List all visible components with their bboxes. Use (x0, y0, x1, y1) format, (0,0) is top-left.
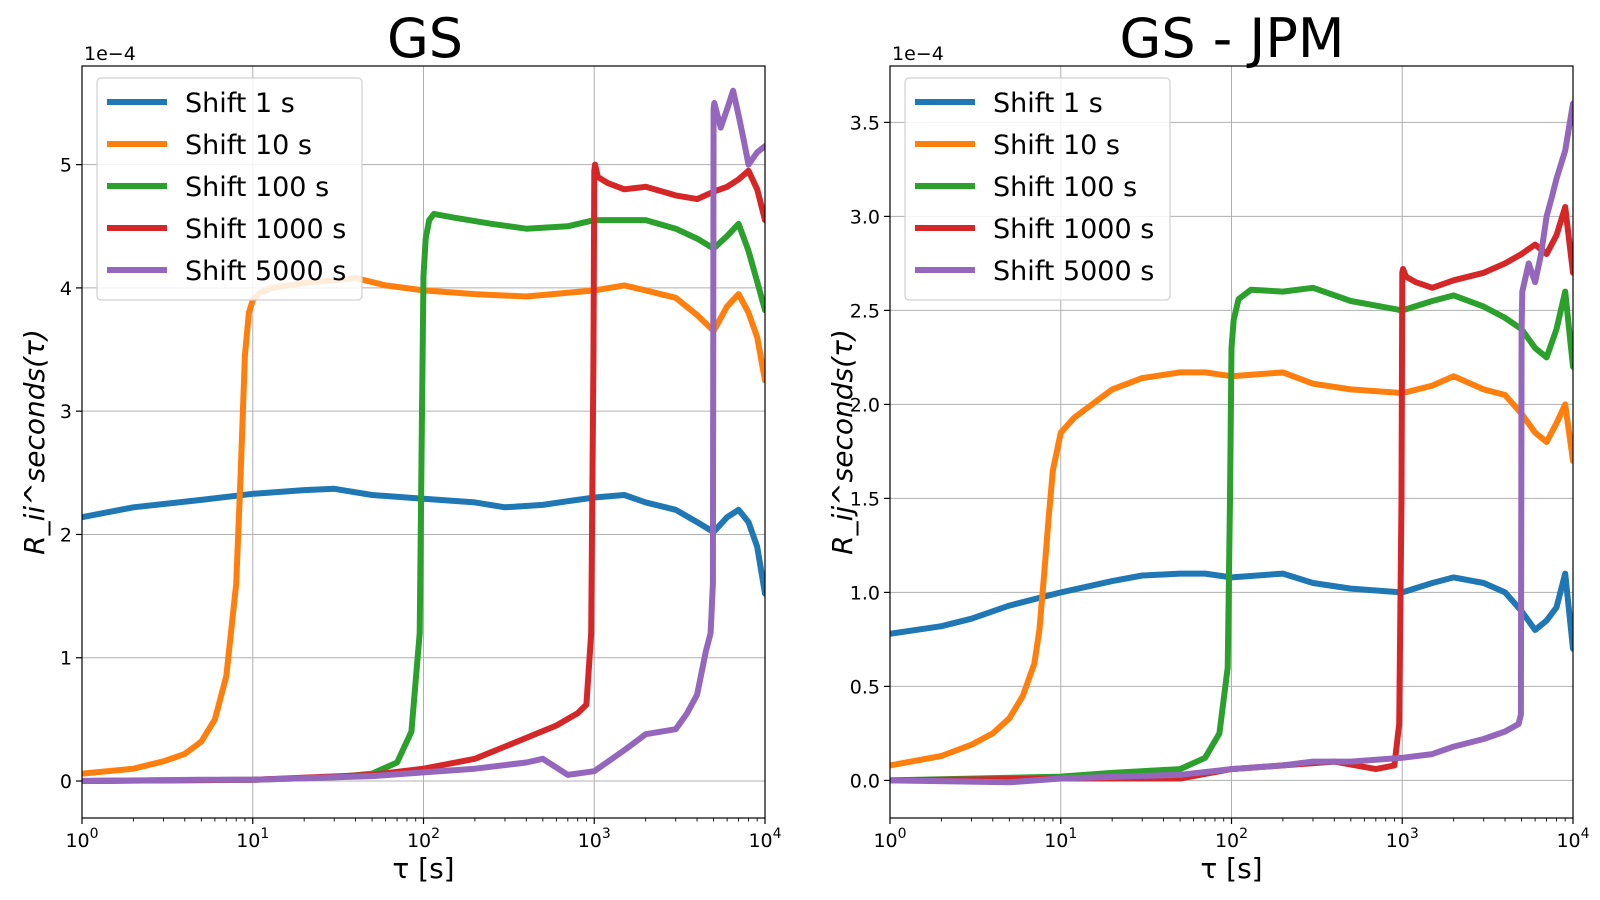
y-tick-label: 5 (60, 155, 72, 177)
y-tick-label: 0 (60, 771, 72, 793)
series-line-3 (890, 284, 1573, 784)
x-tick-base: 10 (748, 830, 772, 852)
legend-label-2: Shift 10 s (185, 130, 312, 161)
x-tick-label: 100 (65, 826, 98, 852)
x-tick-label: 103 (1386, 826, 1419, 852)
chart-title: GS (387, 7, 463, 70)
x-tick-exponent: 0 (90, 826, 99, 842)
x-tick-exponent: 1 (260, 826, 269, 842)
y-tick-label: 1.0 (850, 582, 880, 604)
series-line-5 (890, 100, 1573, 786)
y-tick-label: 1 (60, 648, 72, 670)
series-line-1 (82, 485, 765, 597)
y-tick-label: 2.0 (850, 394, 880, 416)
y-tick-label: 3 (60, 401, 72, 423)
legend: Shift 1 s Shift 10 s Shift 100 s Shift 1000… (96, 77, 363, 301)
x-tick-label: 100 (873, 826, 906, 852)
y-tick-label: 0.0 (850, 770, 880, 792)
legend-box (96, 77, 363, 301)
x-tick-label: 102 (407, 826, 440, 852)
x-tick-label: 104 (748, 826, 781, 852)
series-line-5 (82, 87, 765, 784)
legend: Shift 1 s Shift 10 s Shift 100 s Shift 1000… (904, 77, 1171, 301)
legend-label-4: Shift 1000 s (993, 214, 1154, 245)
x-tick-base: 10 (1386, 830, 1410, 852)
x-tick-base: 10 (65, 830, 89, 852)
chart-gs-jpm: GS - JPM 1e−4 100 101 102 103 1040.00.51.01.… (826, 7, 1590, 885)
legend-label-3: Shift 100 s (993, 172, 1137, 203)
x-tick-exponent: 2 (431, 826, 440, 842)
x-tick-label: 101 (236, 826, 269, 852)
x-tick-exponent: 4 (1581, 826, 1590, 842)
series-lines (890, 100, 1573, 786)
y-tick-label: 4 (60, 278, 72, 300)
x-axis-label: τ [s] (392, 852, 454, 885)
x-tick-base: 10 (1044, 830, 1068, 852)
legend-label-2: Shift 10 s (993, 130, 1120, 161)
x-tick-exponent: 4 (773, 826, 782, 842)
chart-title: GS - JPM (1119, 7, 1344, 70)
legend-label-1: Shift 1 s (993, 88, 1103, 119)
x-tick-base: 10 (1556, 830, 1580, 852)
x-tick-base: 10 (1215, 830, 1239, 852)
x-tick-base: 10 (873, 830, 897, 852)
x-tick-base: 10 (578, 830, 602, 852)
legend-label-5: Shift 5000 s (185, 256, 346, 287)
y-axis-label: R_ii^seconds(τ) (18, 329, 51, 555)
x-tick-base: 10 (407, 830, 431, 852)
y-tick-label: 2 (60, 524, 72, 546)
x-tick-exponent: 1 (1068, 826, 1077, 842)
x-tick-exponent: 3 (1410, 826, 1419, 842)
legend-label-4: Shift 1000 s (185, 214, 346, 245)
x-tick-exponent: 2 (1239, 826, 1248, 842)
legend-label-5: Shift 5000 s (993, 256, 1154, 287)
x-tick-label: 101 (1044, 826, 1077, 852)
y-tick-label: 3.0 (850, 206, 880, 228)
legend-label-1: Shift 1 s (185, 88, 295, 119)
y-axis-label: R_ij^seconds(τ) (826, 329, 859, 555)
x-tick-label: 103 (578, 826, 611, 852)
series-line-1 (890, 570, 1573, 652)
legend-label-3: Shift 100 s (185, 172, 329, 203)
y-tick-label: 1.5 (850, 488, 880, 510)
x-tick-base: 10 (236, 830, 260, 852)
y-tick-label: 3.5 (850, 112, 880, 134)
y-multiplier: 1e−4 (892, 43, 944, 65)
y-multiplier: 1e−4 (84, 43, 136, 65)
x-tick-exponent: 3 (602, 826, 611, 842)
x-tick-exponent: 0 (898, 826, 907, 842)
x-axis-label: τ [s] (1200, 852, 1262, 885)
legend-box (904, 77, 1171, 301)
y-tick-label: 0.5 (850, 676, 880, 698)
y-tick-label: 2.5 (850, 300, 880, 322)
x-tick-label: 102 (1215, 826, 1248, 852)
series-line-4 (82, 161, 765, 784)
series-line-3 (82, 210, 765, 784)
x-tick-label: 104 (1556, 826, 1589, 852)
